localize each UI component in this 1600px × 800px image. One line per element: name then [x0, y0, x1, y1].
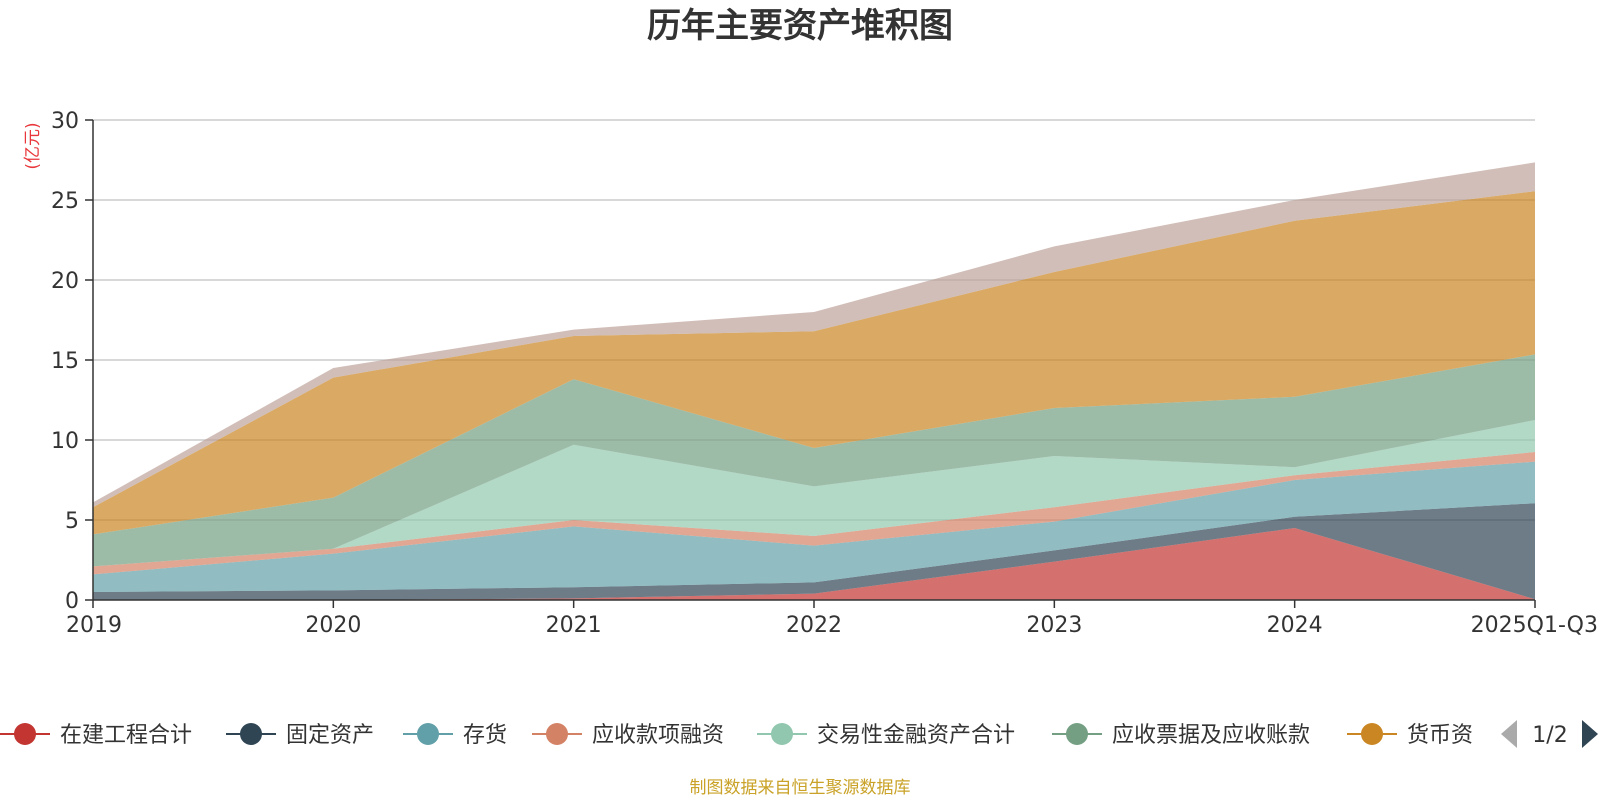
legend-label: 在建工程合计 — [60, 723, 192, 748]
y-tick-label-30: 30 — [51, 109, 79, 134]
x-tick-label-5: 2023 — [1026, 613, 1082, 638]
legend-marker-dot — [1066, 723, 1088, 745]
area-series-2 — [93, 503, 1535, 600]
area-series-6 — [93, 354, 1535, 567]
legend-label: 货币资 — [1407, 723, 1473, 748]
legend-marker-dot — [240, 723, 262, 745]
axes — [85, 119, 1536, 608]
x-tick-label-1: 2019 — [66, 613, 122, 638]
legend-label: 应收票据及应收账款 — [1112, 723, 1310, 748]
area-series — [93, 162, 1535, 600]
y-axis-unit: (亿元) — [23, 122, 43, 169]
legend-marker-dot — [1361, 723, 1383, 745]
area-series-1 — [93, 528, 1535, 600]
legend-item-5[interactable]: 交易性金融资产合计 — [757, 723, 1015, 748]
y-tick-label-15: 15 — [51, 349, 79, 374]
legend-marker-dot — [14, 723, 36, 745]
legend-marker-dot — [546, 723, 568, 745]
legend-label: 存货 — [463, 723, 507, 748]
legend-label: 交易性金融资产合计 — [817, 723, 1015, 748]
area-series-5 — [93, 420, 1535, 567]
x-tick-label-3: 2021 — [546, 613, 602, 638]
legend-prev-page-icon[interactable] — [1501, 720, 1517, 748]
legend-item-1[interactable]: 在建工程合计 — [0, 723, 192, 748]
y-tick-label-20: 20 — [51, 269, 79, 294]
legend-marker-dot — [771, 723, 793, 745]
legend-item-4[interactable]: 应收款项融资 — [532, 723, 724, 748]
y-axis-tick-labels: 0 5 10 15 20 25 30 — [51, 109, 79, 614]
x-tick-label-7: 2025Q1-Q3 — [1471, 613, 1598, 638]
legend-pager: 1/2 — [1501, 720, 1598, 748]
legend-label: 固定资产 — [286, 723, 374, 748]
legend-item-3[interactable]: 存货 — [403, 723, 507, 748]
area-series-8 — [93, 162, 1535, 508]
legend-item-6[interactable]: 应收票据及应收账款 — [1052, 723, 1310, 748]
chart-title: 历年主要资产堆积图 — [647, 6, 953, 46]
area-series-3 — [93, 461, 1535, 592]
legend: 在建工程合计 固定资产 存货 应收款项融资 交易性金融资产合计 应收票据及应收账款 货币资 — [0, 723, 1473, 748]
legend-label: 应收款项融资 — [592, 723, 724, 748]
area-series-7 — [93, 191, 1535, 535]
x-tick-label-6: 2024 — [1267, 613, 1323, 638]
x-axis-tick-labels: 2019 2020 2021 2022 2023 2024 2025Q1-Q3 — [66, 613, 1598, 638]
legend-item-2[interactable]: 固定资产 — [226, 723, 374, 748]
legend-marker-dot — [417, 723, 439, 745]
y-tick-label-5: 5 — [65, 509, 79, 534]
legend-next-page-icon[interactable] — [1582, 720, 1598, 748]
legend-item-7[interactable]: 货币资 — [1347, 723, 1473, 748]
x-tick-label-4: 2022 — [786, 613, 842, 638]
y-tick-label-0: 0 — [65, 589, 79, 614]
x-tick-label-2: 2020 — [305, 613, 361, 638]
y-tick-label-10: 10 — [51, 429, 79, 454]
y-tick-label-25: 25 — [51, 189, 79, 214]
data-source-note: 制图数据来自恒生聚源数据库 — [690, 778, 911, 798]
legend-page-indicator: 1/2 — [1532, 723, 1567, 748]
